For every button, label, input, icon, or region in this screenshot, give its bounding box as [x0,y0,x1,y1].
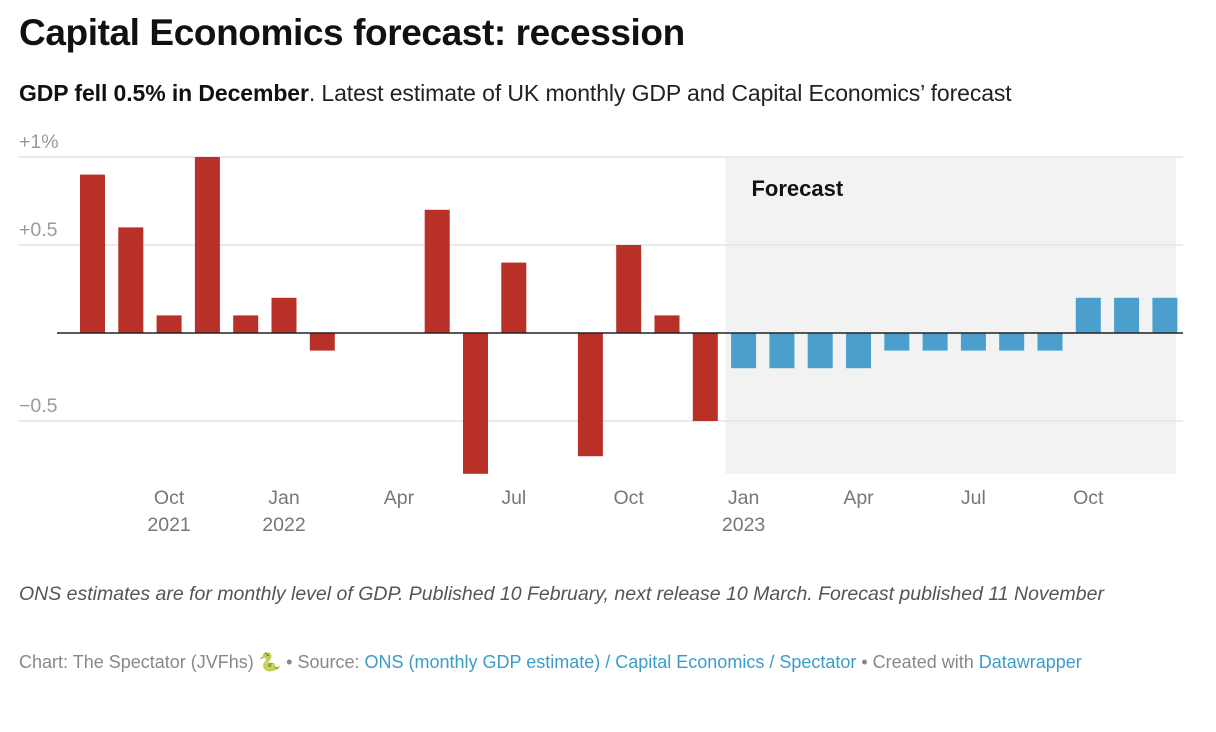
chart-subtitle: GDP fell 0.5% in December. Latest estima… [19,80,1012,107]
actual-bar [80,174,105,333]
subtitle-text: . Latest estimate of UK monthly GDP and … [308,80,1012,106]
x-tick-label: Jan [268,487,299,509]
x-tick-label: Apr [843,487,874,509]
actual-bar [271,297,297,333]
source-label: • Source: [281,652,365,672]
chart-credit: Chart: The Spectator (JVFhs) 🐍 [19,652,282,672]
forecast-shade [725,157,1177,474]
source-link[interactable]: ONS (monthly GDP estimate) / Capital Eco… [364,652,857,672]
forecast-bar [731,333,757,369]
forecast-bar [884,333,910,351]
forecast-bar [1075,297,1101,333]
x-tick-label: Oct [154,487,185,509]
forecast-bar [807,333,833,369]
actual-bar [194,157,220,333]
gdp-bar-chart: Forecast +1% +0.5 −0.5 Oct 2021 Jan 2022 Apr Jul O… [19,131,1183,536]
x-tick-year-label: 2022 [262,514,305,536]
x-tick-year-label: 2023 [722,514,765,536]
forecast-bar [922,333,948,351]
x-tick-label: Oct [1073,487,1104,509]
x-tick-year-label: 2021 [147,514,190,536]
actual-bar [501,262,527,333]
chart-notes: ONS estimates are for monthly level of G… [19,583,1104,605]
actual-bar [424,209,450,333]
created-label: • Created with [856,652,979,672]
subtitle-highlight: GDP fell 0.5% in December [19,80,309,106]
x-tick-label: Jan [728,487,759,509]
chart-title: Capital Economics forecast: recession [19,12,685,53]
bars [80,157,1178,474]
actual-bar [616,245,642,333]
forecast-label: Forecast [751,176,843,201]
actual-bar [309,333,335,351]
forecast-bar [1152,297,1178,333]
actual-bar [156,315,182,333]
y-tick-label: +1% [19,131,59,153]
chart-byline: Chart: The Spectator (JVFhs) 🐍 • Source:… [19,648,1099,676]
actual-bar [463,333,488,474]
y-tick-label: +0.5 [19,219,58,241]
x-tick-label: Jul [961,487,986,509]
actual-bar [577,333,603,457]
y-tick-label: −0.5 [19,395,58,417]
datawrapper-link[interactable]: Datawrapper [978,652,1082,672]
x-tick-label: Jul [501,487,526,509]
x-tick-label: Oct [614,487,645,509]
forecast-bar [1114,297,1140,333]
forecast-bar [769,333,795,369]
actual-bar [118,227,144,333]
forecast-bar [1037,333,1063,351]
forecast-bar [999,333,1025,351]
axis-labels: Forecast +1% +0.5 −0.5 Oct 2021 Jan 2022 Apr Jul O… [19,131,1104,536]
x-tick-label: Apr [384,487,415,509]
forecast-bar [846,333,871,369]
actual-bar [692,333,718,421]
actual-bar [654,315,680,333]
forecast-bar [960,333,986,351]
actual-bar [233,315,259,333]
forecast-shade-layer [725,157,1177,474]
